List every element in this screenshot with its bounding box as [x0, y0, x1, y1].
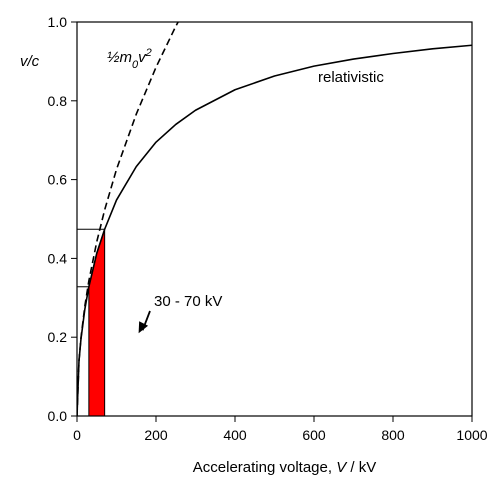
classical-label-base: ½m: [107, 49, 132, 66]
classical-label-sup: 2: [145, 47, 152, 59]
classical-label-mid: v: [138, 49, 147, 66]
x-tick-label: 800: [381, 427, 405, 443]
plot-frame: [76, 21, 473, 417]
range-annotation-arrow: [138, 310, 151, 334]
y-tick-label: 0.4: [48, 250, 68, 266]
x-axis-label-pre: Accelerating voltage,: [193, 459, 336, 476]
series-label-classical: ½m0v2: [107, 47, 152, 71]
x-axis-label: Accelerating voltage, V / kV: [193, 459, 376, 476]
y-tick-label: 0.0: [48, 408, 68, 424]
x-tick-label: 600: [302, 427, 326, 443]
range-annotation-label: 30 - 70 kV: [154, 293, 222, 310]
highlight-band: [88, 229, 106, 417]
series-line-classical: [77, 22, 179, 416]
y-axis-label: v/c: [20, 53, 40, 70]
ticks: 0 200 400 600 800 1000 0.0 0.2 0.4 0.6 0.8 1.0: [48, 14, 488, 443]
y-tick-label: 0.6: [48, 172, 68, 188]
highlight-region: [88, 229, 106, 417]
x-axis-label-var: V: [336, 459, 348, 476]
y-tick-label: 1.0: [48, 14, 68, 30]
axes: [76, 21, 473, 417]
series-lines: [77, 22, 472, 416]
x-axis-label-post: / kV: [346, 459, 376, 476]
x-tick-label: 400: [223, 427, 247, 443]
x-tick-label: 0: [73, 427, 81, 443]
x-tick-label: 200: [144, 427, 168, 443]
series-line-relativistic: [77, 44, 472, 416]
labels: v/c Accelerating voltage, V / kV relativ…: [20, 47, 384, 476]
y-tick-label: 0.2: [48, 329, 68, 345]
arrow-head: [138, 321, 149, 334]
y-tick-label: 0.8: [48, 93, 68, 109]
x-tick-label: 1000: [456, 427, 487, 443]
series-label-relativistic: relativistic: [318, 69, 384, 86]
classical-label-sub: 0: [132, 59, 139, 71]
